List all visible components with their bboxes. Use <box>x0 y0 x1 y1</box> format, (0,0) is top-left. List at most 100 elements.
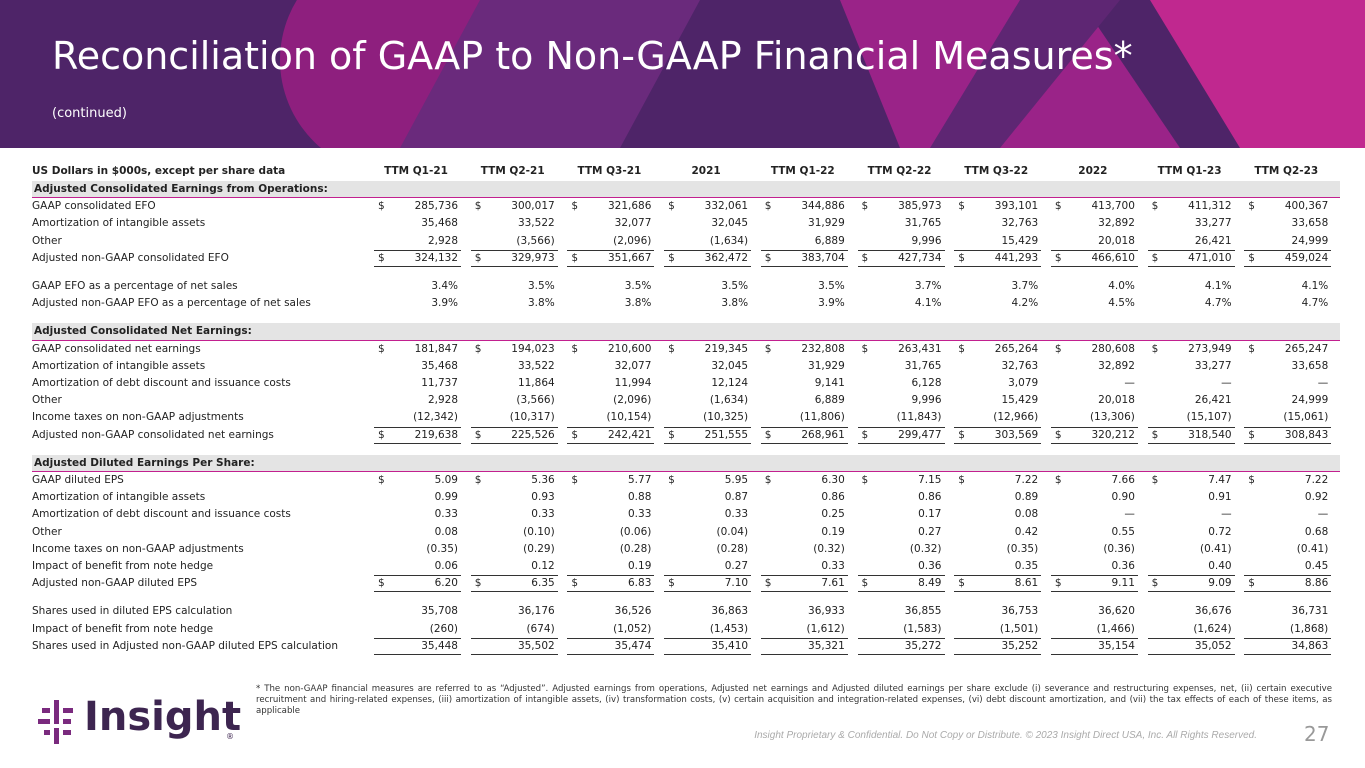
value: (1,868) <box>1290 622 1329 635</box>
value: 11,864 <box>517 377 555 389</box>
currency: $ <box>1248 428 1255 441</box>
row-label: Amortization of intangible assets <box>32 359 206 372</box>
logo-text: Insight <box>84 694 242 740</box>
value: 35,474 <box>614 639 652 652</box>
row-label: Other <box>32 525 62 538</box>
value: 0.89 <box>1014 491 1039 504</box>
total-rule <box>1147 426 1235 444</box>
value: 31,929 <box>808 217 845 230</box>
value: (13,306) <box>1089 411 1135 424</box>
value: 35,448 <box>421 639 458 652</box>
currency: $ <box>474 428 482 441</box>
value: 4.2% <box>1011 297 1039 310</box>
currency: $ <box>1151 428 1159 441</box>
currency: $ <box>1151 251 1159 264</box>
value: 0.08 <box>434 525 458 538</box>
total-rule <box>374 249 461 267</box>
value: 35,154 <box>1098 639 1135 652</box>
value: 36,731 <box>1291 605 1329 618</box>
value: 400,367 <box>1284 200 1329 213</box>
total-rule <box>470 637 558 655</box>
currency: $ <box>668 474 675 486</box>
value: 35,321 <box>808 639 845 652</box>
value: 3,079 <box>1008 377 1039 389</box>
currency: $ <box>571 200 579 213</box>
value: 351,667 <box>607 251 652 264</box>
value: 0.92 <box>1304 491 1329 504</box>
value: 332,061 <box>704 200 749 213</box>
value: 0.68 <box>1304 525 1329 538</box>
value: 31,765 <box>904 217 942 230</box>
row-label: Other <box>32 234 62 247</box>
value: — <box>1221 508 1232 521</box>
value: 3.8% <box>624 297 652 310</box>
currency: $ <box>571 474 579 486</box>
row-label: Amortization of intangible assets <box>32 217 206 230</box>
value: 413,700 <box>1091 200 1135 213</box>
value: 0.55 <box>1111 525 1135 538</box>
total-rule <box>470 249 558 267</box>
total-rule <box>664 637 752 655</box>
value: 33,658 <box>1291 217 1329 230</box>
value: 6.83 <box>628 577 652 590</box>
row-label: Amortization of debt discount and issuan… <box>32 377 291 389</box>
value: 219,345 <box>704 342 749 355</box>
currency: $ <box>668 577 675 590</box>
currency: $ <box>378 428 385 441</box>
total-rule <box>954 426 1042 444</box>
total-rule <box>1244 426 1332 444</box>
value: 32,763 <box>1001 359 1039 372</box>
value: 35,502 <box>517 639 555 652</box>
value: 0.91 <box>1208 491 1232 504</box>
currency: $ <box>474 474 482 486</box>
total-rule <box>1050 637 1138 655</box>
value: (12,966) <box>993 411 1039 424</box>
row-label: Shares used in diluted EPS calculation <box>32 605 233 618</box>
row-label: GAAP consolidated EFO <box>32 200 156 213</box>
total-rule <box>1244 637 1332 655</box>
value: (0.36) <box>1103 542 1135 555</box>
currency: $ <box>571 428 579 441</box>
value: 411,312 <box>1188 200 1232 213</box>
currency: $ <box>1248 200 1255 213</box>
value: 36,176 <box>517 605 555 618</box>
column-header: TTM Q2-22 <box>867 165 932 177</box>
value: (3,566) <box>516 234 555 247</box>
value: 7.47 <box>1208 474 1232 486</box>
value: 0.88 <box>628 491 652 504</box>
currency: $ <box>764 251 772 264</box>
value: 265,247 <box>1284 342 1329 355</box>
currency: $ <box>668 428 675 441</box>
total-rule <box>470 426 558 444</box>
column-header: US Dollars in $000s, except per share da… <box>32 165 286 177</box>
currency: $ <box>861 577 869 590</box>
currency: $ <box>1054 474 1062 486</box>
value: 11,994 <box>614 377 652 389</box>
currency: $ <box>1151 577 1159 590</box>
value: 9,996 <box>911 394 942 407</box>
currency: $ <box>1054 428 1062 441</box>
value: 35,272 <box>904 639 942 652</box>
value: 26,421 <box>1194 234 1232 247</box>
value: 329,973 <box>511 251 555 264</box>
row-label: Adjusted non-GAAP diluted EPS <box>32 577 198 590</box>
total-rule <box>567 575 655 593</box>
value: 32,077 <box>614 217 652 230</box>
value: 393,101 <box>994 200 1039 213</box>
row-label: GAAP diluted EPS <box>32 474 124 486</box>
value: (1,453) <box>709 622 749 635</box>
row-label: Impact of benefit from note hedge <box>32 622 214 635</box>
value: (0.35) <box>1006 542 1039 555</box>
currency: $ <box>571 577 579 590</box>
value: 35,708 <box>421 605 458 618</box>
value: 466,610 <box>1091 251 1135 264</box>
value: 318,540 <box>1188 428 1232 441</box>
value: 251,555 <box>704 428 749 441</box>
value: 0.25 <box>821 508 845 521</box>
value: 33,277 <box>1194 359 1232 372</box>
total-rule <box>1050 249 1138 267</box>
value: 20,018 <box>1098 394 1135 407</box>
value: 7.10 <box>724 577 749 590</box>
value: (0.35) <box>426 542 458 555</box>
value: 36,526 <box>614 605 652 618</box>
